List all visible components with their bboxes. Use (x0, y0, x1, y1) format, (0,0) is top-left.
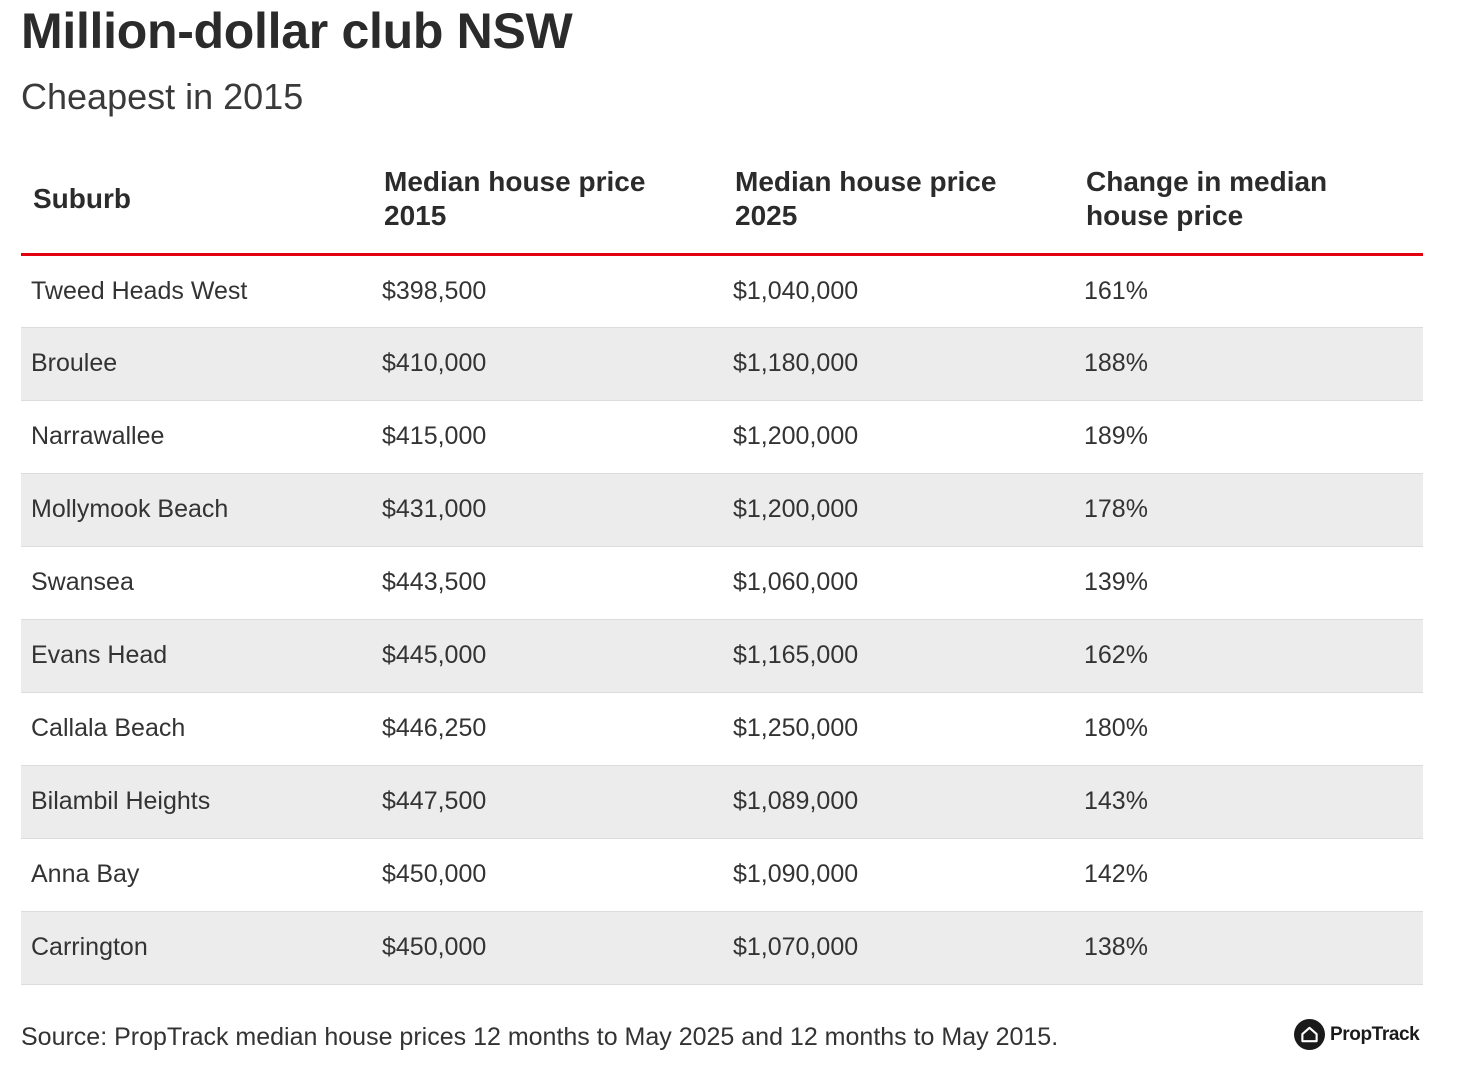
header-row: Suburb Median house price 2015 Median ho… (21, 146, 1423, 254)
cell-suburb: Evans Head (31, 641, 168, 669)
cell-price-2025: $1,250,000 (733, 714, 859, 742)
cell-change: 162% (1084, 641, 1148, 669)
chart-title: Million-dollar club NSW (21, 3, 573, 59)
data-table-container: Suburb Median house price 2015 Median ho… (21, 146, 1423, 985)
cell-price-2025: $1,200,000 (733, 422, 859, 450)
cell-suburb: Bilambil Heights (31, 787, 211, 815)
cell-change: 142% (1084, 860, 1148, 888)
cell-change: 161% (1084, 276, 1148, 305)
column-header-change: Change in median house price (1086, 166, 1328, 232)
cell-suburb: Tweed Heads West (31, 276, 248, 305)
table-row: Bilambil Heights $447,500 $1,089,000 143% (21, 765, 1423, 838)
cell-suburb: Narrawallee (31, 422, 165, 450)
table-row: Swansea $443,500 $1,060,000 139% (21, 546, 1423, 619)
cell-change: 188% (1084, 349, 1148, 377)
table-row: Anna Bay $450,000 $1,090,000 142% (21, 838, 1423, 911)
cell-price-2015: $415,000 (382, 422, 487, 450)
logo-text: PropTrack (1330, 1023, 1420, 1045)
cell-price-2015: $443,500 (382, 568, 487, 596)
cell-price-2025: $1,180,000 (733, 349, 859, 377)
cell-change: 178% (1084, 495, 1148, 523)
cell-change: 139% (1084, 568, 1148, 596)
cell-price-2025: $1,090,000 (733, 860, 859, 888)
table-row: Carrington $450,000 $1,070,000 138% (21, 911, 1423, 984)
table-row: Mollymook Beach $431,000 $1,200,000 178% (21, 473, 1423, 546)
cell-price-2015: $447,500 (382, 787, 487, 815)
chart-subtitle: Cheapest in 2015 (21, 76, 304, 117)
cell-suburb: Anna Bay (31, 860, 140, 888)
data-table: Suburb Median house price 2015 Median ho… (21, 146, 1423, 985)
proptrack-logo: PropTrack (1294, 1019, 1420, 1050)
cell-price-2025: $1,165,000 (733, 641, 859, 669)
source-note: Source: PropTrack median house prices 12… (21, 1023, 1059, 1051)
cell-change: 180% (1084, 714, 1148, 742)
cell-change: 138% (1084, 933, 1148, 961)
cell-price-2015: $450,000 (382, 860, 487, 888)
table-row: Narrawallee $415,000 $1,200,000 189% (21, 400, 1423, 473)
table-row: Callala Beach $446,250 $1,250,000 180% (21, 692, 1423, 765)
cell-change: 189% (1084, 422, 1148, 450)
cell-price-2015: $410,000 (382, 349, 487, 377)
cell-suburb: Mollymook Beach (31, 495, 229, 523)
table-row: Tweed Heads West $398,500 $1,040,000 161% (21, 254, 1423, 327)
cell-suburb: Broulee (31, 349, 118, 377)
cell-change: 143% (1084, 787, 1148, 815)
cell-suburb: Callala Beach (31, 714, 186, 742)
table-header: Suburb Median house price 2015 Median ho… (21, 146, 1423, 254)
cell-price-2025: $1,060,000 (733, 568, 859, 596)
cell-price-2015: $446,250 (382, 714, 487, 742)
cell-price-2015: $450,000 (382, 933, 487, 961)
cell-price-2025: $1,089,000 (733, 787, 859, 815)
cell-price-2025: $1,040,000 (733, 276, 859, 305)
cell-price-2025: $1,070,000 (733, 933, 859, 961)
table-body: Tweed Heads West $398,500 $1,040,000 161% Br… (21, 254, 1423, 984)
column-header-price-2015: Median house price 2015 (384, 166, 646, 232)
house-icon (1294, 1019, 1325, 1050)
table-row: Evans Head $445,000 $1,165,000 162% (21, 619, 1423, 692)
cell-price-2015: $431,000 (382, 495, 487, 523)
column-header-price-2025: Median house price 2025 (735, 166, 997, 232)
cell-price-2015: $445,000 (382, 641, 487, 669)
cell-suburb: Swansea (31, 568, 134, 596)
column-header-suburb: Suburb (33, 183, 131, 215)
cell-suburb: Carrington (31, 933, 148, 961)
cell-price-2025: $1,200,000 (733, 495, 859, 523)
table-row: Broulee $410,000 $1,180,000 188% (21, 327, 1423, 400)
cell-price-2015: $398,500 (382, 276, 487, 305)
